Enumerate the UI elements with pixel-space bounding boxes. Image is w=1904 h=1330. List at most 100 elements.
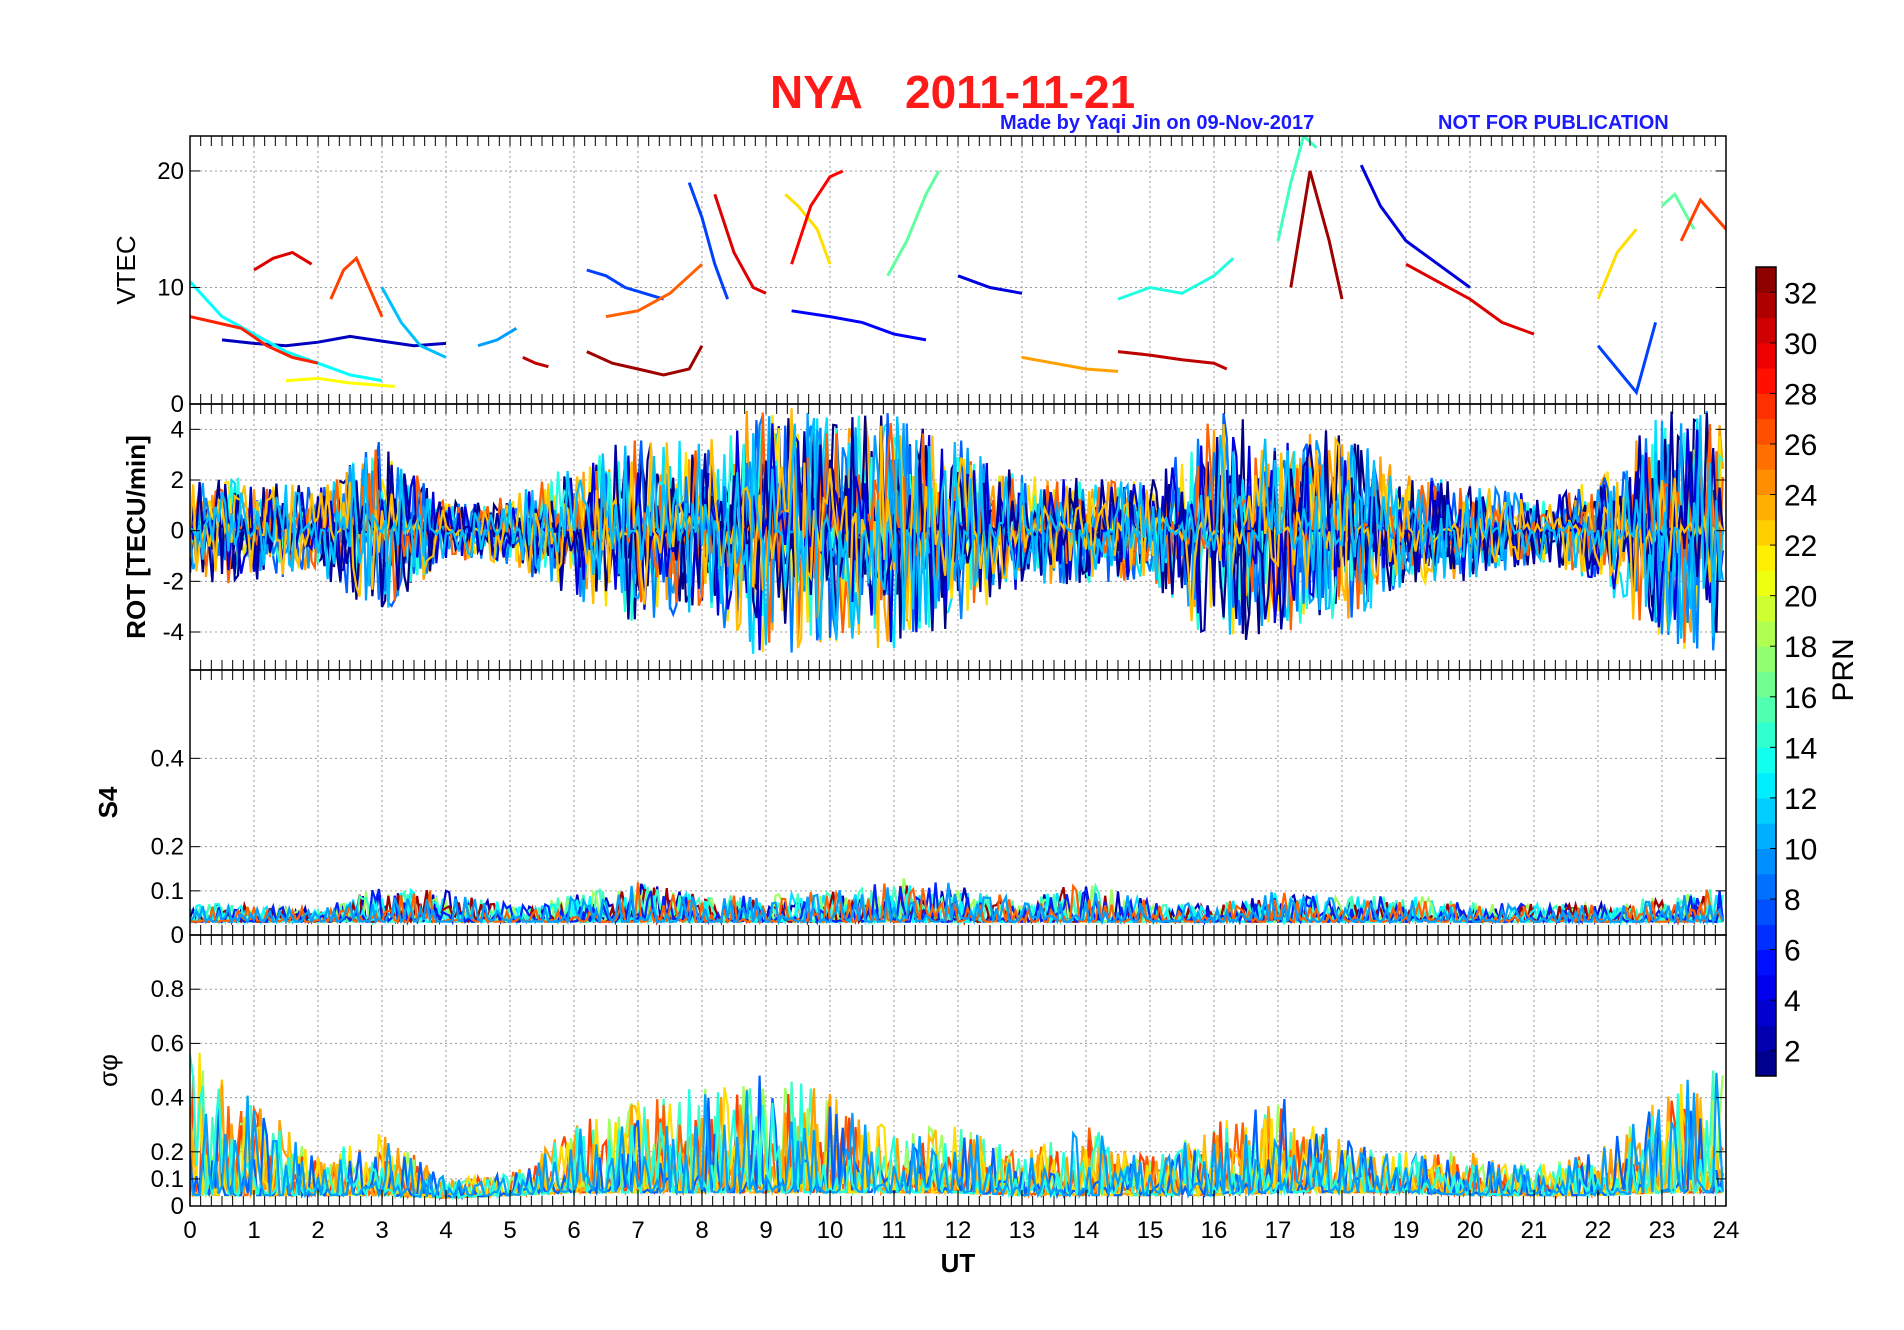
- y-tick-label: 0: [171, 518, 184, 545]
- y-tick-label: 0: [171, 1193, 184, 1220]
- colorbar-tick-label: 20: [1784, 581, 1817, 614]
- vtec-series-prn-7: [1596, 322, 1658, 396]
- x-tick-label: 23: [1649, 1217, 1676, 1244]
- colorbar-tick-label: 8: [1784, 884, 1801, 917]
- y-axis-label: ROT [TECU/min]: [121, 435, 151, 639]
- y-tick-label: 0: [171, 922, 184, 949]
- panel-s4: 0 0.1 0.2 0.4 S4: [93, 669, 1727, 949]
- vtec-series-prn-13: [190, 280, 383, 383]
- colorbar-step: [1756, 949, 1776, 976]
- x-tick-label: 5: [503, 1217, 516, 1244]
- chart-title-date: 2011-11-21: [905, 66, 1135, 118]
- vtec-series-prn-4: [1359, 164, 1471, 289]
- y-tick-label: 0.8: [151, 976, 184, 1003]
- vtec-series-prn-30: [713, 193, 767, 295]
- x-tick-label: 24: [1713, 1217, 1740, 1244]
- x-tick-label: 0: [183, 1217, 196, 1244]
- colorbar-tick-label: 30: [1784, 328, 1817, 361]
- x-tick-label: 20: [1457, 1217, 1484, 1244]
- x-tick-label: 9: [759, 1217, 772, 1244]
- colorbar-step: [1756, 1025, 1776, 1052]
- colorbar-step: [1756, 570, 1776, 597]
- colorbar-step: [1756, 368, 1776, 394]
- colorbar-step: [1756, 342, 1776, 369]
- x-tick-label: 14: [1073, 1217, 1100, 1244]
- data-group: [190, 408, 1724, 654]
- vtec-series-prn-28: [190, 315, 319, 365]
- colorbar-step: [1756, 646, 1776, 672]
- x-tick-label: 3: [375, 1217, 388, 1244]
- panel-vtec: 0 10 20 VTEC: [111, 135, 1727, 418]
- colorbar-step: [1756, 873, 1776, 900]
- x-tick-label: 2: [311, 1217, 324, 1244]
- colorbar-tick-label: 14: [1784, 732, 1817, 765]
- y-tick-label: 0.2: [151, 834, 184, 861]
- colorbar-tick-label: 12: [1784, 783, 1817, 816]
- colorbar-step: [1756, 696, 1776, 723]
- x-tick-label: 19: [1393, 1217, 1420, 1244]
- colorbar-step: [1756, 899, 1776, 925]
- vtec-series-prn-27: [329, 255, 384, 318]
- x-tick-label: 16: [1201, 1217, 1228, 1244]
- colorbar-tick-label: 22: [1784, 530, 1817, 563]
- panel-rot: -4 -2 0 2 4 ROT [TECU/min]: [121, 403, 1727, 671]
- trace-prn-11: [190, 414, 1724, 645]
- colorbar-step: [1756, 267, 1776, 293]
- vtec-series-prn-30: [1405, 262, 1535, 336]
- vtec-series-prn-32: [1289, 170, 1344, 300]
- data-group: [190, 878, 1724, 927]
- y-tick-label: 0.1: [151, 1166, 184, 1193]
- colorbar-tick-label: 6: [1784, 935, 1801, 968]
- colorbar-tick-label: 24: [1784, 480, 1817, 513]
- x-tick-label: 22: [1585, 1217, 1612, 1244]
- x-tick-label: 4: [439, 1217, 452, 1244]
- vtec-series-prn-16: [886, 170, 941, 277]
- colorbar-step: [1756, 595, 1776, 622]
- colorbar-step: [1756, 722, 1776, 748]
- vtec-series-prn-14: [1117, 257, 1235, 301]
- x-tick-label: 10: [817, 1217, 844, 1244]
- trace-prn-10: [190, 882, 1724, 927]
- x-axis-label: UT: [941, 1248, 976, 1278]
- y-tick-label: 10: [157, 274, 184, 301]
- y-tick-label: 0.4: [151, 745, 184, 772]
- x-tick-label: 15: [1137, 1217, 1164, 1244]
- vtec-series-prn-22: [784, 193, 832, 265]
- vtec-series-prn-7: [586, 268, 665, 301]
- y-tick-label: 0.4: [151, 1085, 184, 1112]
- colorbar-step: [1756, 924, 1776, 951]
- chart-title-station: NYA: [770, 66, 863, 118]
- x-tick-label: 21: [1521, 1217, 1548, 1244]
- colorbar-tick-label: 32: [1784, 277, 1817, 310]
- y-axis-label: σφ: [93, 1054, 123, 1087]
- colorbar-tick-label: 10: [1784, 833, 1817, 866]
- vtec-series-prn-27: [1679, 197, 1726, 242]
- colorbar-step: [1756, 848, 1776, 875]
- x-tick-label: 11: [882, 1217, 907, 1244]
- colorbar-step: [1756, 443, 1776, 470]
- vtec-series-prn-4: [957, 274, 1023, 295]
- vtec-series-prn-3: [221, 334, 447, 348]
- colorbar-step: [1756, 545, 1776, 571]
- y-tick-label: 0.2: [151, 1139, 184, 1166]
- vtec-series-prn-11: [380, 286, 447, 359]
- colorbar-label: PRN: [1827, 638, 1860, 701]
- colorbar-tick-label: 18: [1784, 631, 1817, 664]
- colorbar-step: [1756, 1000, 1776, 1026]
- vtec-series-prn-7: [687, 182, 730, 300]
- x-tick-label: 13: [1009, 1217, 1036, 1244]
- x-tick-label: 7: [631, 1217, 644, 1244]
- y-tick-label: -4: [163, 619, 184, 646]
- y-tick-label: 0: [171, 391, 184, 418]
- y-tick-label: 0.6: [151, 1030, 184, 1057]
- colorbar-step: [1756, 671, 1776, 698]
- x-tick-label: 6: [567, 1217, 580, 1244]
- x-tick-label: 18: [1329, 1217, 1356, 1244]
- colorbar-step: [1756, 974, 1776, 1001]
- vtec-series-prn-22: [1596, 228, 1638, 300]
- colorbar-step: [1756, 620, 1776, 647]
- notice-text: NOT FOR PUBLICATION: [1438, 112, 1669, 134]
- colorbar-tick-label: 26: [1784, 429, 1817, 462]
